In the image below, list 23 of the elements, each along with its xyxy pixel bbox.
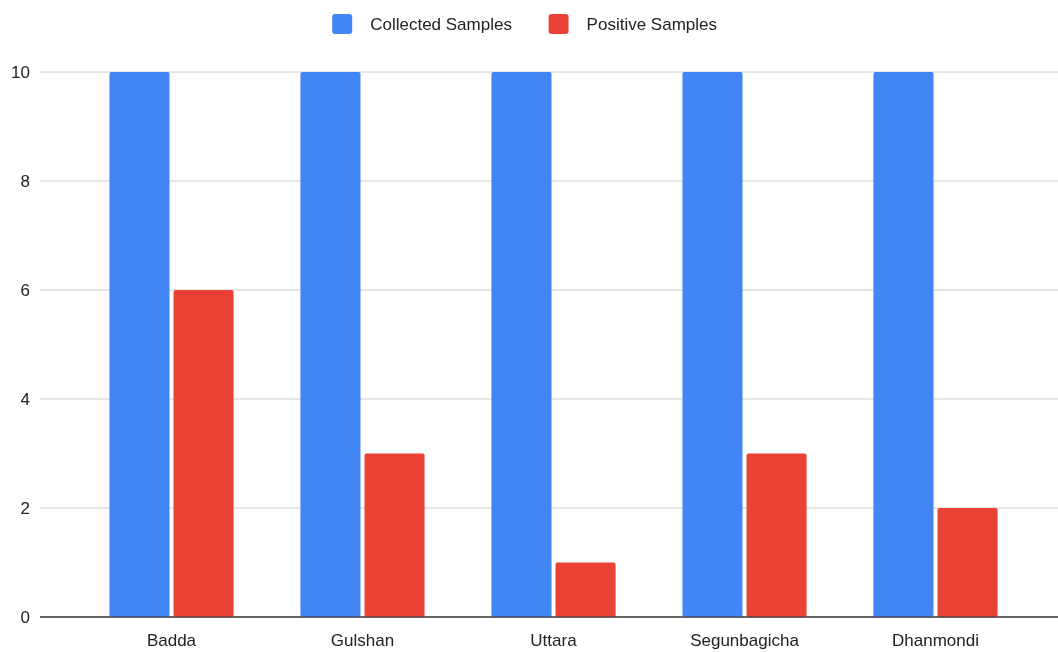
bar xyxy=(682,72,743,617)
bar xyxy=(109,72,170,617)
y-tick-label: 0 xyxy=(20,607,30,627)
bar xyxy=(555,562,616,617)
x-tick-label: Uttara xyxy=(530,630,578,650)
bar xyxy=(173,290,234,617)
x-tick-label: Gulshan xyxy=(330,630,395,650)
bar xyxy=(491,72,552,617)
bar xyxy=(300,72,361,617)
y-tick-label: 6 xyxy=(20,280,30,300)
bar xyxy=(937,508,998,617)
bar xyxy=(364,453,425,617)
legend-label: Collected Samples xyxy=(370,14,512,34)
x-tick-label: Segunbagicha xyxy=(690,630,800,650)
bar xyxy=(873,72,934,617)
y-tick-label: 2 xyxy=(20,498,30,518)
y-tick-label: 10 xyxy=(11,62,30,82)
x-tick-label: Badda xyxy=(146,630,197,650)
x-tick-label: Dhanmondi xyxy=(892,630,979,650)
y-tick-label: 4 xyxy=(20,389,30,409)
legend-label: Positive Samples xyxy=(586,14,717,34)
y-tick-label: 8 xyxy=(20,171,30,191)
bar xyxy=(746,453,807,617)
